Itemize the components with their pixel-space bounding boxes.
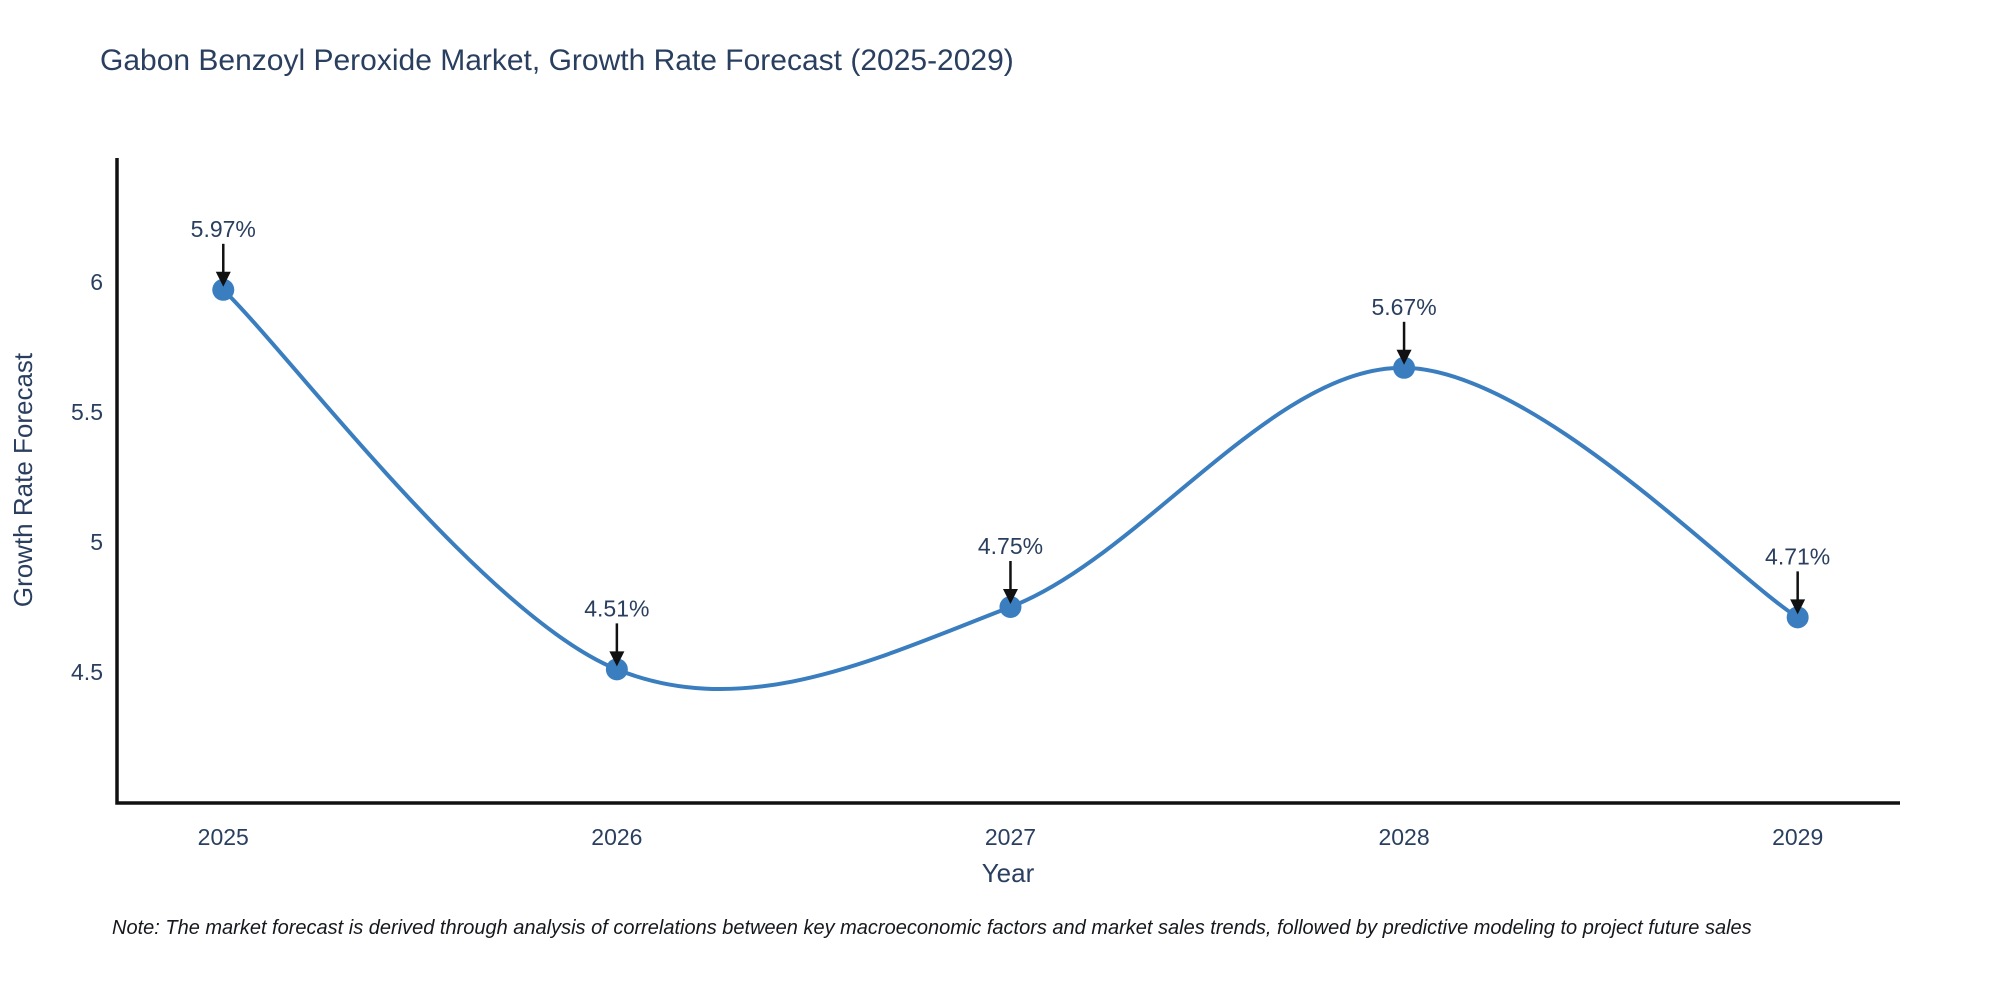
annotation-2029: 4.71% [1765, 543, 1830, 615]
y-tick-label: 6 [90, 269, 103, 295]
series-growth-rate [212, 278, 1809, 691]
footnote: Note: The market forecast is derived thr… [112, 917, 1752, 939]
x-tick-label: 2027 [985, 824, 1036, 850]
annotation-2027: 4.75% [978, 533, 1043, 604]
annotation-2028: 5.67% [1371, 294, 1437, 365]
annotation-value-label: 4.75% [978, 533, 1043, 559]
x-axis-title: Year [982, 858, 1035, 888]
annotation-2025: 5.97% [191, 216, 256, 287]
annotation-value-label: 4.51% [584, 595, 649, 621]
annotation-arrowhead-icon [609, 651, 625, 667]
x-tick-label: 2029 [1772, 824, 1823, 850]
y-axis-title: Growth Rate Forecast [8, 352, 38, 607]
data-point-2026[interactable] [605, 658, 628, 681]
annotation-value-label: 5.67% [1371, 294, 1436, 320]
x-tick-label: 2025 [198, 824, 249, 850]
annotation-2026: 4.51% [584, 595, 649, 667]
y-tick-label: 5 [90, 529, 103, 555]
data-point-2028[interactable] [1393, 356, 1416, 379]
data-point-2025[interactable] [212, 278, 235, 301]
x-tick-label: 2026 [591, 824, 642, 850]
annotation-value-label: 4.71% [1765, 543, 1830, 569]
point-annotations: 5.97% 4.51% 4.75% 5.67% 4.71% [191, 216, 1830, 667]
x-tick-label: 2028 [1378, 824, 1429, 850]
forecast-spline-line [221, 287, 1800, 691]
annotation-arrowhead-icon [215, 271, 231, 287]
y-tick-label: 5.5 [71, 399, 103, 425]
y-tick-label: 4.5 [71, 659, 103, 685]
annotation-arrowhead-icon [1396, 349, 1412, 365]
chart-title: Gabon Benzoyl Peroxide Market, Growth Ra… [100, 44, 1014, 77]
axes: 4.5 5 5.5 6 2025 2026 2027 2028 2029 [71, 158, 1900, 850]
data-point-2027[interactable] [999, 595, 1022, 618]
data-point-2029[interactable] [1786, 606, 1809, 629]
annotation-arrowhead-icon [1790, 599, 1806, 615]
annotation-arrowhead-icon [1002, 588, 1018, 604]
annotation-value-label: 5.97% [191, 216, 256, 242]
axis-lines [115, 158, 1900, 805]
